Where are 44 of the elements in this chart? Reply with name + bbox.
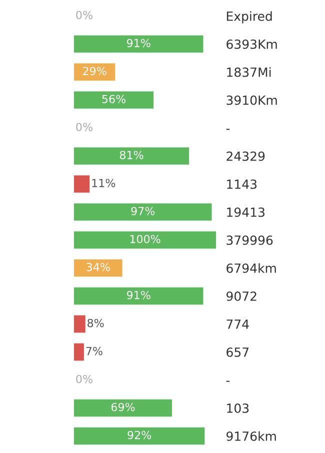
data-label: 8% — [88, 318, 104, 328]
y-tick-label: - — [226, 380, 230, 382]
y-tick-label: 103 — [227, 403, 249, 413]
data-label: 81% — [120, 150, 144, 160]
data-label: 92% — [128, 430, 152, 440]
data-label: 29% — [83, 66, 106, 76]
bar — [74, 315, 86, 333]
y-tick-label: 1837Mi — [227, 67, 271, 77]
y-tick-label: 9072 — [226, 291, 256, 301]
data-label: 34% — [86, 262, 110, 272]
y-tick-label: 379996 — [226, 235, 273, 245]
data-label: 91% — [126, 290, 150, 300]
y-tick-label: 6393Km — [226, 39, 277, 49]
bar — [74, 147, 190, 165]
data-label: 0% — [76, 122, 92, 132]
data-label: 56% — [102, 94, 126, 104]
bar — [74, 91, 154, 109]
bar — [74, 343, 84, 361]
y-tick-label: 9176km — [226, 431, 276, 441]
y-tick-label: 24329 — [226, 151, 265, 161]
bar — [74, 399, 172, 417]
data-label: 91% — [126, 38, 150, 48]
bar — [74, 259, 122, 277]
bar — [74, 203, 212, 221]
y-tick-label: 6794km — [226, 263, 276, 273]
data-label: 69% — [111, 402, 135, 412]
y-tick-label: 774 — [226, 320, 249, 329]
y-tick-label: 1143 — [227, 179, 257, 189]
bar — [74, 35, 204, 53]
bar — [74, 287, 204, 305]
data-label: 97% — [131, 206, 155, 216]
bar — [74, 231, 216, 249]
data-label: 0% — [76, 374, 92, 384]
data-label: 0% — [76, 10, 92, 20]
y-tick-label: 19413 — [227, 207, 264, 217]
bar — [74, 427, 205, 445]
bar — [74, 175, 90, 193]
y-tick-label: - — [226, 128, 230, 130]
y-tick-label: 657 — [226, 347, 249, 357]
y-tick-label: 3910Km — [226, 95, 277, 105]
data-label: 11% — [92, 178, 116, 188]
data-label: 100% — [130, 234, 160, 244]
y-tick-label: Expired — [226, 11, 272, 24]
data-label: 7% — [86, 346, 102, 356]
